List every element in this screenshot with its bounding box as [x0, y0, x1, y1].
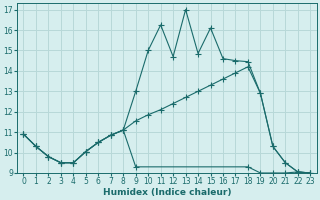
X-axis label: Humidex (Indice chaleur): Humidex (Indice chaleur)	[103, 188, 231, 197]
